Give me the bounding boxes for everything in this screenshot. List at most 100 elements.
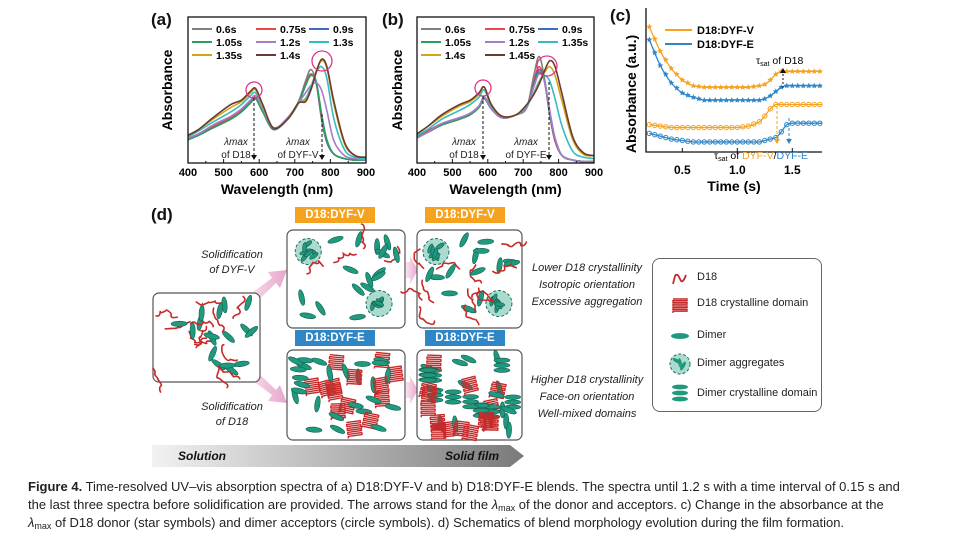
arrow-head [774, 139, 780, 144]
subscript-max: max [498, 503, 516, 513]
dimer [488, 391, 505, 399]
badge-dyfv-1: D18:DYF-V [295, 207, 375, 223]
dimer [291, 374, 309, 381]
star-marker [811, 68, 818, 74]
text: of [728, 150, 743, 162]
star-marker [761, 81, 768, 87]
text-line: Solidification [201, 249, 263, 261]
dimer [420, 377, 437, 383]
circle-marker [663, 124, 669, 130]
dimer-crystalline-domain [444, 389, 462, 405]
dimer [203, 332, 220, 340]
dimer [327, 235, 344, 244]
star-marker [739, 84, 746, 90]
legend-label: D18:DYF-V [697, 25, 755, 37]
text-line: Excessive aggregation [531, 296, 643, 308]
caption-line-1: Figure 4. Time-resolved UV–vis absorptio… [28, 479, 900, 495]
x-tick-label: 800 [549, 167, 567, 179]
star-marker [646, 23, 653, 30]
text-line: Solidification [201, 401, 263, 413]
dyfv-film-box [400, 229, 528, 329]
star-marker [767, 92, 774, 99]
circle-marker [745, 139, 751, 145]
star-marker [701, 97, 708, 103]
circle-marker [811, 101, 817, 108]
circle-marker [707, 124, 713, 131]
circle-marker [751, 139, 757, 145]
dimer [370, 424, 387, 432]
dimer [425, 266, 434, 282]
star-marker [750, 97, 757, 103]
tau: τ [756, 55, 761, 67]
dimer [444, 394, 462, 400]
badge-dyfe-2: D18:DYF-E [425, 330, 505, 346]
circle-marker [817, 120, 823, 126]
dimer [342, 265, 359, 274]
dimer [384, 403, 402, 411]
lambda-max-label: of DYF-E [505, 150, 546, 161]
series-line [416, 55, 595, 163]
star-marker [695, 83, 702, 90]
legend-label: 0.75s [280, 24, 306, 36]
star-marker [717, 97, 724, 103]
star-marker [673, 71, 680, 77]
d18-crystalline-domain [461, 375, 479, 396]
x-tick-label: 700 [514, 167, 532, 179]
dimer-icon [680, 361, 686, 371]
dimer [299, 312, 316, 320]
process-arrow [406, 256, 418, 284]
star-marker [745, 97, 752, 103]
dimer [462, 399, 479, 405]
star-marker [734, 84, 741, 90]
lambda-symbol: λ [491, 497, 499, 512]
dimer [347, 402, 364, 409]
panel-label-a: (a) [151, 10, 172, 29]
star-marker [662, 56, 669, 63]
dimer [302, 242, 307, 253]
circle-marker [806, 101, 812, 108]
star-marker [679, 76, 686, 83]
circle-marker [696, 124, 702, 131]
star-marker [712, 84, 719, 90]
circle-marker [652, 132, 658, 138]
star-marker [778, 84, 785, 90]
dimer [360, 282, 375, 293]
star-marker [712, 97, 719, 103]
star-marker [800, 82, 807, 89]
star-marker [816, 82, 823, 89]
dimer [351, 283, 365, 296]
dimer-crystalline-icon [672, 384, 688, 390]
dimer [208, 345, 217, 362]
text-line: Isotropic orientation [539, 279, 635, 291]
circle-marker [762, 137, 768, 144]
d18-crystalline-domain [346, 368, 363, 386]
legend-dimer: Dimer [697, 329, 727, 341]
star-marker [728, 84, 735, 90]
star-marker [723, 97, 730, 103]
d18-crystalline-domain [345, 419, 363, 439]
d18-chain [195, 300, 223, 307]
star-marker [750, 83, 757, 90]
legend-symbols [669, 273, 691, 402]
subscript-sat: sat [760, 61, 769, 68]
star-marker [668, 65, 675, 72]
d18-chain [189, 320, 215, 328]
caption-line-2: the last three spectra before solidifica… [28, 497, 884, 513]
arrow-head [319, 155, 325, 160]
d18-chain [421, 279, 435, 304]
dimer [305, 426, 323, 433]
x-tick-label: 800 [321, 167, 339, 179]
series-line [649, 122, 822, 143]
dimer [420, 372, 437, 378]
dimer [493, 362, 511, 368]
badge-dyfv-2: D18:DYF-V [425, 207, 505, 223]
dimer-icon [671, 333, 689, 339]
dyfe-outcome-text: Higher D18 crystallinity Face-on orientat… [522, 372, 652, 423]
star-marker [668, 79, 675, 86]
star-marker [701, 84, 708, 90]
d18-crystalline-domain [430, 423, 447, 441]
star-marker [723, 84, 730, 90]
star-marker [657, 62, 664, 69]
x-tick-label: 1.5 [784, 163, 801, 177]
text-line: Lower D18 crystallinity [531, 262, 643, 274]
